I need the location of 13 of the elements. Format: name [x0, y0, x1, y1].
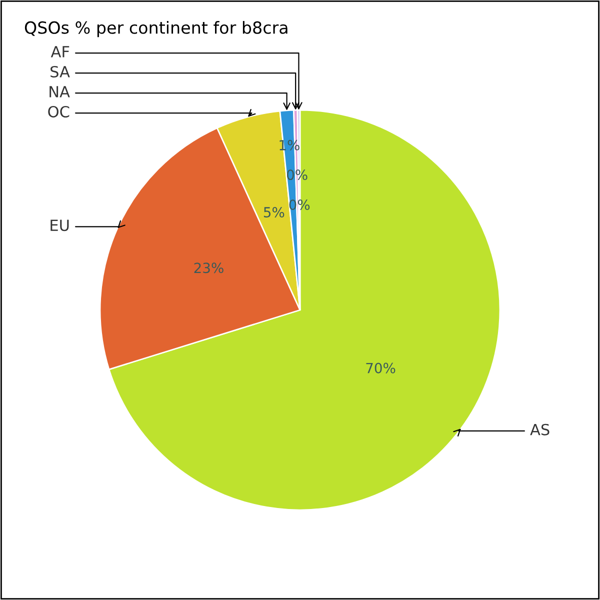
- slice-label: AF: [50, 46, 70, 58]
- data-label: 0%: [289, 200, 310, 210]
- data-label: 23%: [194, 262, 224, 274]
- slice-label: OC: [48, 106, 70, 118]
- slice-label: NA: [50, 86, 70, 98]
- chart-title: QSOs % per continent for b8cra: [24, 21, 288, 38]
- slice-label: AS: [530, 424, 550, 436]
- data-label: 1%: [280, 140, 300, 150]
- slice-label: EU: [50, 220, 69, 232]
- data-label: 70%: [366, 362, 396, 374]
- data-label: 5%: [264, 206, 284, 218]
- data-label: 0%: [286, 170, 308, 180]
- slice-label: SA: [50, 66, 70, 78]
